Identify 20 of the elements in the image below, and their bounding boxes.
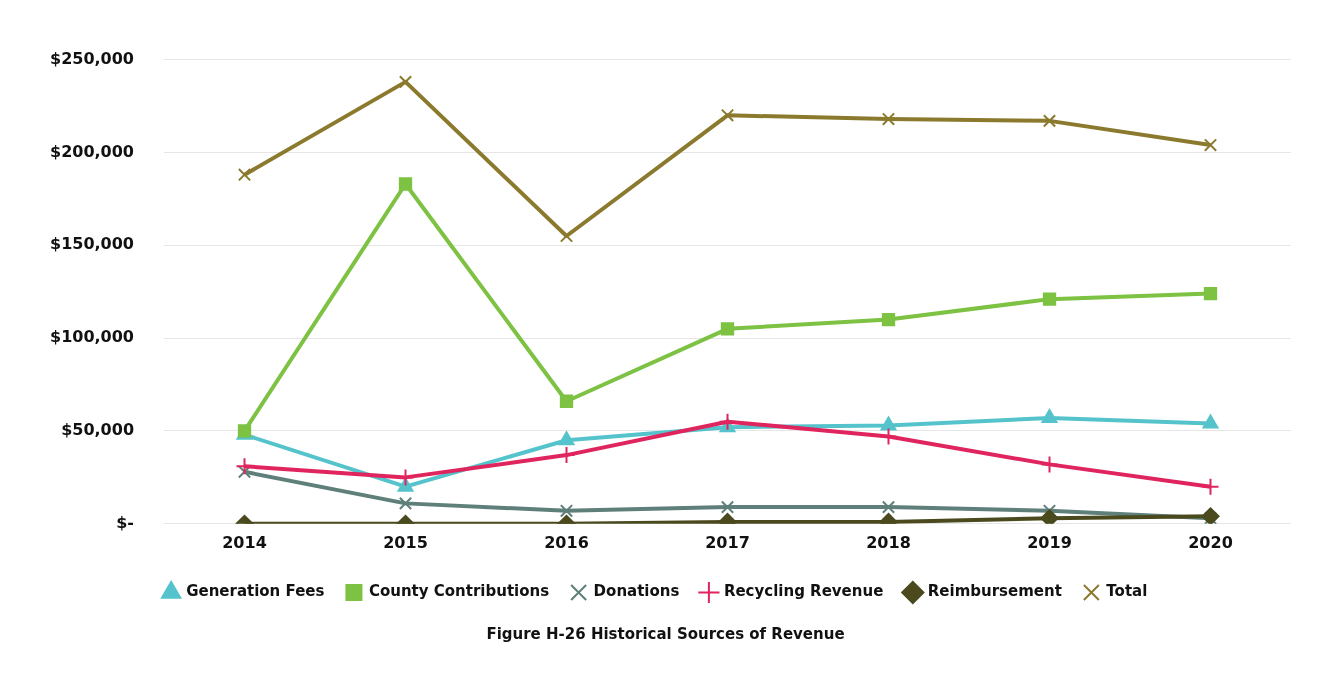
legend-label: Recycling Revenue bbox=[723, 582, 884, 601]
x-tick-label: 2015 bbox=[383, 532, 428, 552]
legend-label: Generation Fees bbox=[186, 582, 325, 601]
x-tick-label: 2017 bbox=[705, 532, 750, 552]
y-tick-label: $50,000 bbox=[61, 420, 135, 440]
y-tick-label: $250,000 bbox=[49, 48, 135, 68]
y-tick-label: $- bbox=[116, 512, 135, 532]
x-tick-label: 2014 bbox=[222, 532, 267, 552]
legend-label: Total bbox=[1106, 582, 1148, 601]
legend-label: Donations bbox=[593, 582, 680, 601]
legend-label: County Contributions bbox=[368, 582, 550, 601]
y-tick-label: $100,000 bbox=[49, 327, 135, 347]
text: Figure H-26 Historical Sources of Revenue bbox=[486, 625, 845, 643]
x-tick-label: 2018 bbox=[866, 532, 911, 552]
x-tick-label: 2020 bbox=[1188, 532, 1233, 552]
legend-label: Reimbursement bbox=[927, 582, 1062, 601]
x-tick-label: 2016 bbox=[544, 532, 589, 552]
y-tick-label: $150,000 bbox=[49, 234, 135, 254]
y-tick-label: $200,000 bbox=[49, 141, 135, 161]
x-tick-label: 2019 bbox=[1027, 532, 1072, 552]
